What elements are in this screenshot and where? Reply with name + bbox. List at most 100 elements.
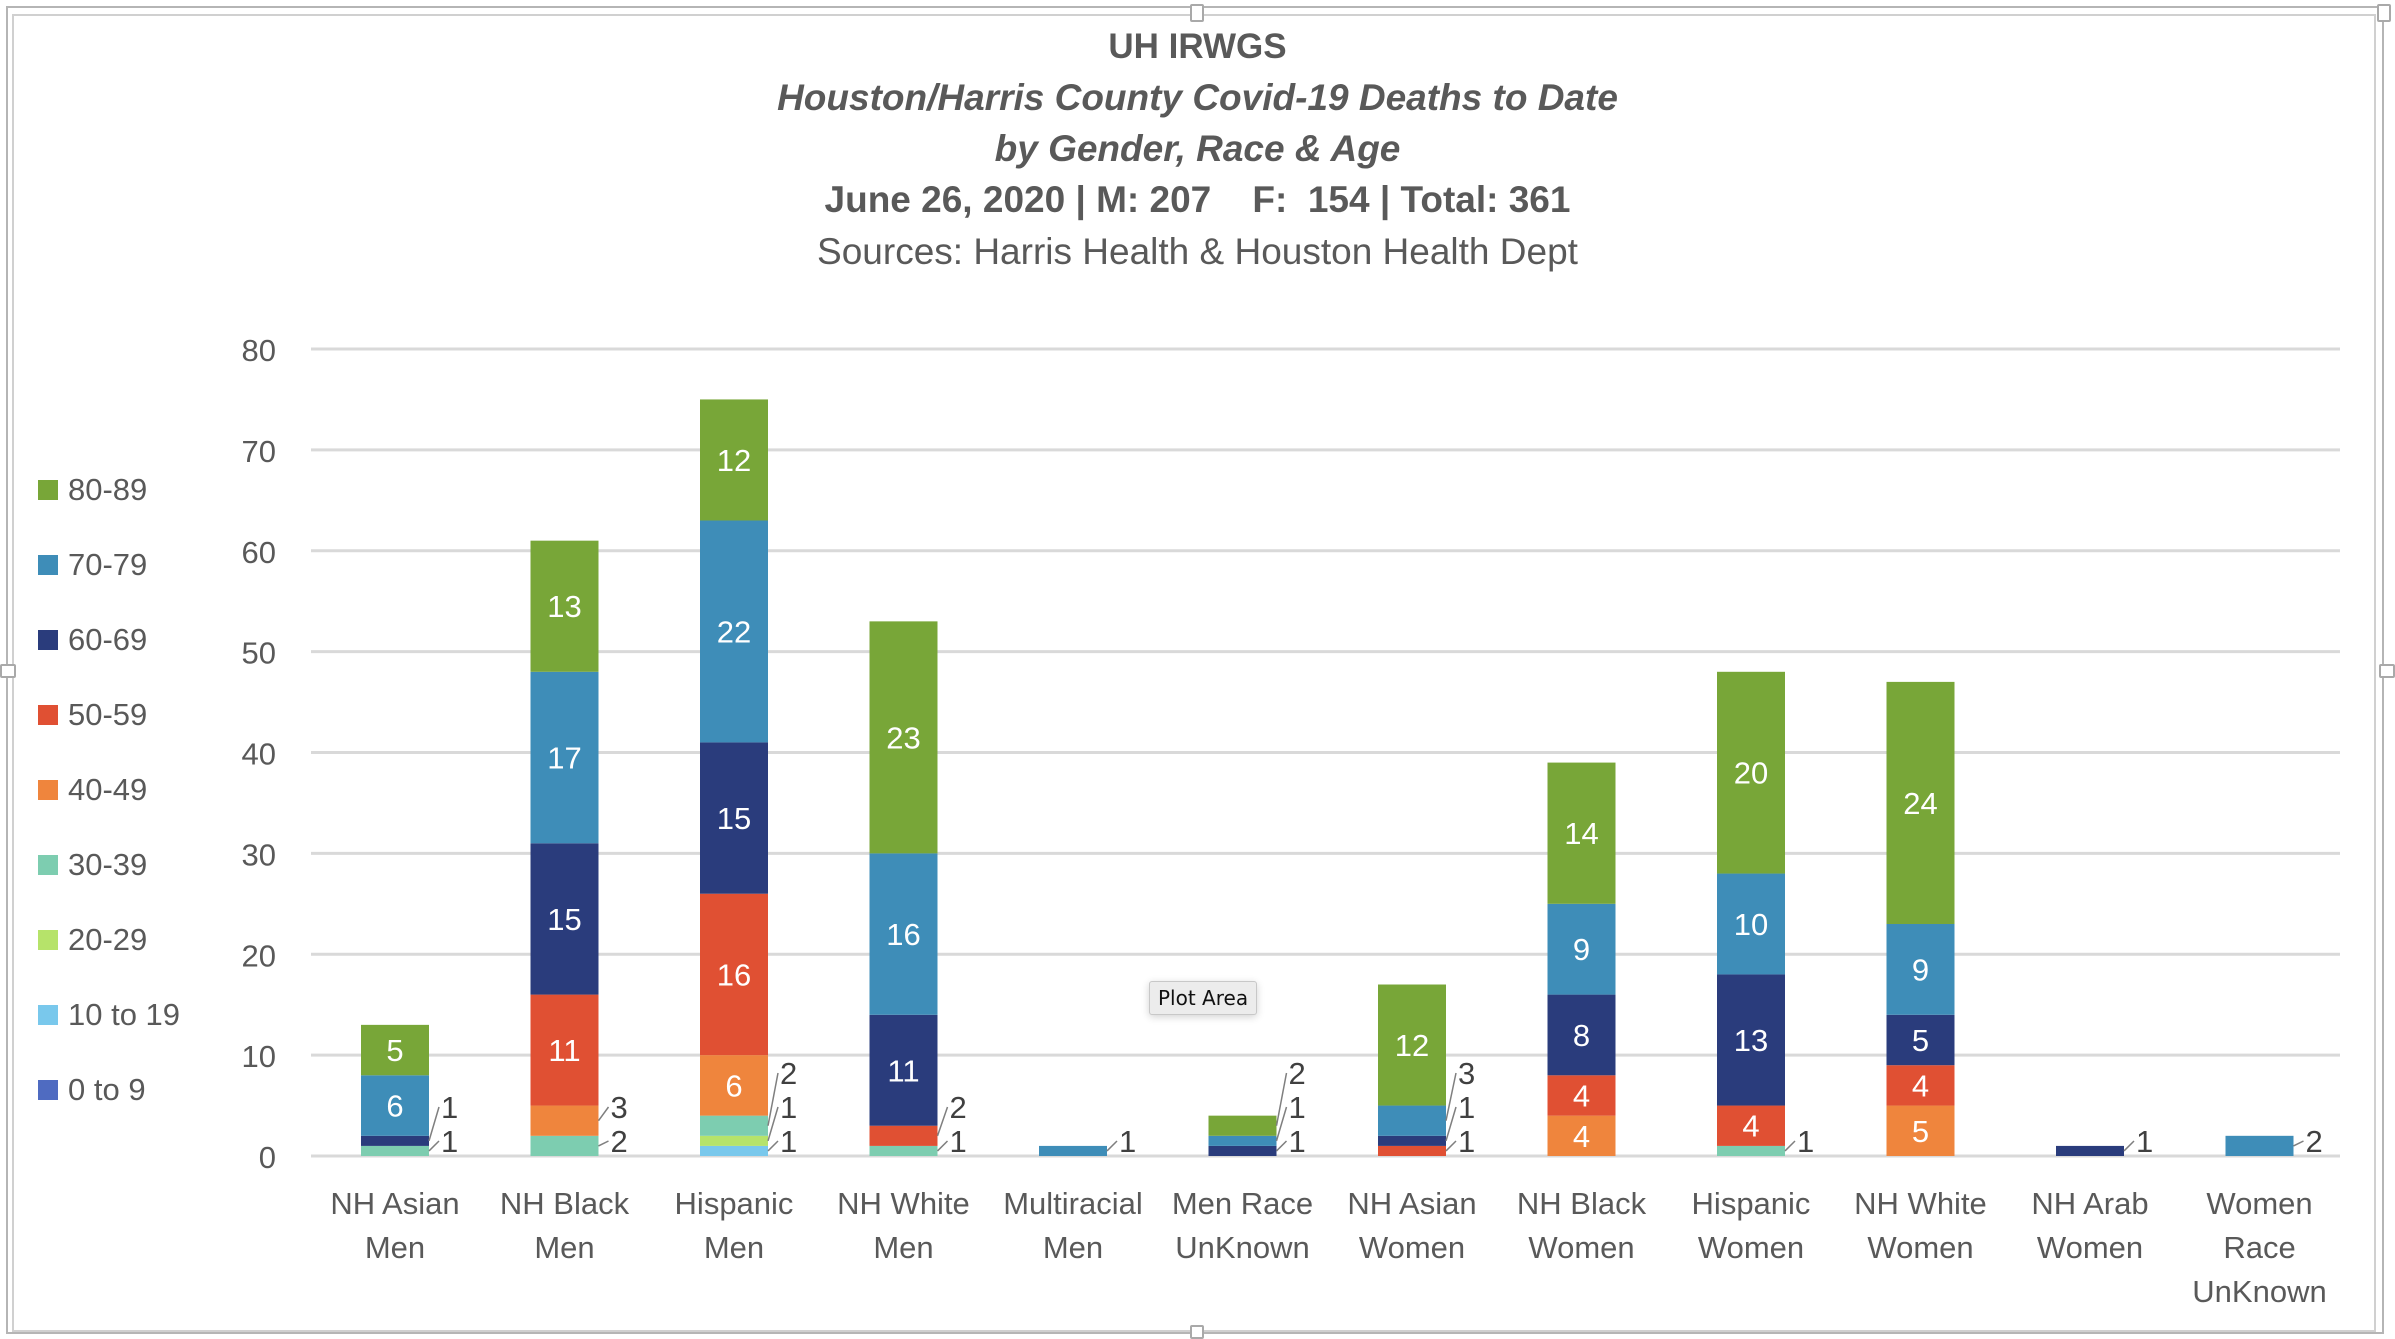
data-label: 13 xyxy=(1734,1023,1768,1058)
bar-segment[interactable] xyxy=(1547,762,1616,904)
bar-segment[interactable] xyxy=(1378,1135,1446,1146)
bar-segment[interactable] xyxy=(1717,873,1785,975)
chart-subtitle-1: Houston/Harris County Covid-19 Deaths to… xyxy=(777,77,1618,118)
data-label: 12 xyxy=(717,443,751,478)
data-label: 3 xyxy=(1458,1056,1475,1091)
legend-item[interactable]: 40-49 xyxy=(38,752,180,827)
bar-segment[interactable] xyxy=(1547,1115,1616,1156)
bar-segment[interactable] xyxy=(530,994,599,1106)
data-label: 10 xyxy=(1734,907,1768,942)
legend-swatch xyxy=(38,479,58,500)
legend-item[interactable]: 70-79 xyxy=(38,527,180,602)
legend-item[interactable]: 0 to 9 xyxy=(38,1052,180,1127)
bar-segment[interactable] xyxy=(361,1075,429,1136)
x-tick-label: Race xyxy=(2223,1230,2295,1265)
bar-segment[interactable] xyxy=(1039,1145,1107,1156)
bar-segment[interactable] xyxy=(700,893,768,1056)
data-label: 23 xyxy=(886,720,920,755)
bar-segment[interactable] xyxy=(1886,1105,1955,1156)
bar-segment[interactable] xyxy=(1378,984,1446,1106)
x-tick-label: NH White xyxy=(837,1186,970,1221)
data-label-leader xyxy=(1275,1106,1288,1142)
bar-segment[interactable] xyxy=(361,1145,429,1156)
data-label: 5 xyxy=(1912,1114,1929,1149)
bar-segment[interactable] xyxy=(700,742,768,894)
bar-segment[interactable] xyxy=(1717,671,1785,874)
y-tick-label: 30 xyxy=(242,837,276,872)
data-label: 16 xyxy=(717,957,751,992)
bar-segment[interactable] xyxy=(530,1105,599,1136)
data-label-leader xyxy=(767,1106,779,1142)
legend-item[interactable]: 20-29 xyxy=(38,902,180,977)
bar-segment[interactable] xyxy=(1886,681,1955,924)
data-label-leader xyxy=(767,1140,779,1152)
x-tick-label: NH Asian xyxy=(1347,1186,1476,1221)
bar-segment[interactable] xyxy=(700,520,768,743)
bar-segment[interactable] xyxy=(869,1125,938,1146)
bar-segment[interactable] xyxy=(1208,1135,1277,1146)
legend[interactable]: 80-89 70-79 60-69 50-59 40-49 30-39 20-29 10 to… xyxy=(38,452,180,1127)
data-label-leader xyxy=(1445,1140,1457,1152)
legend-item[interactable]: 50-59 xyxy=(38,677,180,752)
data-label: 2 xyxy=(780,1056,797,1091)
bar-segment[interactable] xyxy=(1547,1075,1616,1116)
resize-handle-top[interactable] xyxy=(1190,4,1204,22)
legend-item[interactable]: 60-69 xyxy=(38,602,180,677)
bar-segment[interactable] xyxy=(1886,923,1955,1015)
data-label-leader xyxy=(1275,1140,1288,1152)
bar-segment[interactable] xyxy=(869,1014,938,1126)
data-label: 3 xyxy=(611,1090,628,1125)
bar-segment[interactable] xyxy=(869,621,938,854)
bar-segment[interactable] xyxy=(2056,1145,2124,1156)
y-tick-label: 80 xyxy=(242,333,276,368)
y-tick-label: 20 xyxy=(242,938,276,973)
bar-segment[interactable] xyxy=(700,1115,768,1136)
bar-segment[interactable] xyxy=(530,1135,599,1156)
plot-area-tooltip: Plot Area xyxy=(1149,981,1258,1015)
bar-segment[interactable] xyxy=(1547,994,1616,1076)
data-label: 24 xyxy=(1903,786,1937,821)
bar-segment[interactable] xyxy=(869,853,938,1015)
data-label: 2 xyxy=(950,1090,967,1125)
bar-segment[interactable] xyxy=(869,1145,938,1156)
bar-segment[interactable] xyxy=(1886,1065,1955,1106)
data-label: 2 xyxy=(2306,1124,2323,1159)
data-label: 1 xyxy=(780,1124,797,1159)
x-tick-label: UnKnown xyxy=(2192,1274,2326,1309)
chart-title-block[interactable]: UH IRWGS Houston/Harris County Covid-19 … xyxy=(0,22,2395,279)
legend-item[interactable]: 80-89 xyxy=(38,452,180,527)
bar-segment[interactable] xyxy=(1717,1105,1785,1146)
bar-segment[interactable] xyxy=(361,1135,429,1146)
data-label-leader xyxy=(1106,1140,1118,1152)
resize-handle-left[interactable] xyxy=(0,664,16,678)
legend-item[interactable]: 10 to 19 xyxy=(38,977,180,1052)
bar-segment[interactable] xyxy=(1717,974,1785,1106)
bar-segment[interactable] xyxy=(1717,1145,1785,1156)
bar-segment[interactable] xyxy=(1886,1014,1955,1066)
resize-handle-right[interactable] xyxy=(2379,664,2395,678)
bar-segment[interactable] xyxy=(1208,1145,1277,1156)
bar-segment[interactable] xyxy=(2225,1135,2294,1156)
bar-segment[interactable] xyxy=(1378,1145,1446,1156)
data-label: 6 xyxy=(725,1068,742,1103)
bar-segment[interactable] xyxy=(1547,903,1616,995)
resize-handle-top-right[interactable] xyxy=(2377,4,2391,22)
bar-segment[interactable] xyxy=(530,843,599,995)
bar-segment[interactable] xyxy=(361,1024,429,1076)
bar-segment[interactable] xyxy=(700,1145,768,1156)
bar-segment[interactable] xyxy=(1378,1105,1446,1136)
bar-segment[interactable] xyxy=(530,671,599,844)
x-tick-label: Men xyxy=(534,1230,594,1265)
data-label: 1 xyxy=(1458,1090,1475,1125)
bar-segment[interactable] xyxy=(700,399,768,521)
resize-handle-bottom[interactable] xyxy=(1190,1325,1204,1339)
bar-segment[interactable] xyxy=(700,1055,768,1116)
bar-segment[interactable] xyxy=(700,1135,768,1146)
data-label: 2 xyxy=(1289,1056,1306,1091)
bar-segment[interactable] xyxy=(530,540,599,672)
legend-item[interactable]: 30-39 xyxy=(38,827,180,902)
data-label: 2 xyxy=(611,1124,628,1159)
data-label: 4 xyxy=(1912,1068,1929,1103)
bar-segment[interactable] xyxy=(1208,1115,1277,1136)
